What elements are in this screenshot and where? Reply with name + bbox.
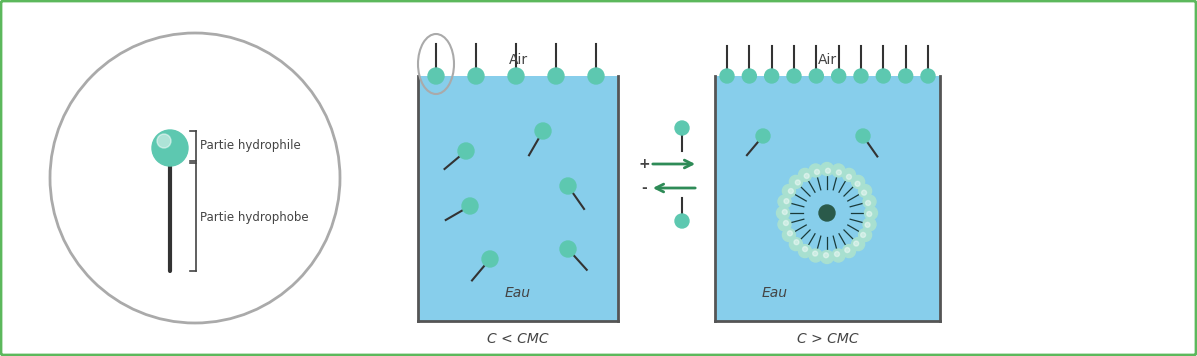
Circle shape bbox=[813, 251, 818, 256]
Circle shape bbox=[588, 68, 604, 84]
Text: Partie hydrophile: Partie hydrophile bbox=[200, 140, 300, 152]
Bar bbox=[418, 76, 618, 321]
Circle shape bbox=[742, 69, 757, 83]
Circle shape bbox=[794, 240, 798, 245]
Circle shape bbox=[865, 222, 870, 227]
Text: -: - bbox=[642, 181, 646, 195]
Circle shape bbox=[843, 168, 856, 182]
Circle shape bbox=[851, 176, 864, 188]
Circle shape bbox=[482, 251, 498, 267]
Circle shape bbox=[675, 121, 689, 135]
Text: C > CMC: C > CMC bbox=[797, 332, 858, 346]
Circle shape bbox=[856, 129, 870, 143]
Circle shape bbox=[548, 68, 564, 84]
Circle shape bbox=[832, 69, 845, 83]
Circle shape bbox=[508, 68, 524, 84]
Circle shape bbox=[834, 252, 839, 257]
Circle shape bbox=[861, 232, 865, 237]
Circle shape bbox=[783, 210, 788, 215]
Circle shape bbox=[152, 130, 188, 166]
Circle shape bbox=[814, 169, 820, 174]
Circle shape bbox=[777, 206, 790, 220]
Circle shape bbox=[853, 241, 858, 246]
Circle shape bbox=[157, 134, 171, 148]
Circle shape bbox=[846, 174, 851, 179]
Circle shape bbox=[784, 199, 789, 204]
Circle shape bbox=[820, 251, 833, 263]
Circle shape bbox=[786, 69, 801, 83]
Circle shape bbox=[462, 198, 478, 214]
Circle shape bbox=[789, 176, 802, 188]
Text: Eau: Eau bbox=[505, 286, 531, 300]
Circle shape bbox=[862, 190, 867, 195]
Circle shape bbox=[809, 69, 824, 83]
Circle shape bbox=[802, 247, 808, 252]
Circle shape bbox=[675, 214, 689, 228]
Circle shape bbox=[865, 200, 870, 205]
Text: Air: Air bbox=[509, 53, 528, 67]
Circle shape bbox=[832, 249, 845, 262]
Circle shape bbox=[560, 178, 576, 194]
Circle shape bbox=[867, 211, 871, 216]
Circle shape bbox=[804, 173, 809, 178]
Circle shape bbox=[468, 68, 484, 84]
Circle shape bbox=[899, 69, 912, 83]
Text: Eau: Eau bbox=[762, 286, 788, 300]
Circle shape bbox=[832, 164, 845, 177]
Circle shape bbox=[784, 220, 789, 225]
Circle shape bbox=[826, 168, 831, 173]
Text: Air: Air bbox=[818, 53, 837, 67]
Circle shape bbox=[853, 69, 868, 83]
Circle shape bbox=[824, 253, 828, 258]
Circle shape bbox=[837, 170, 841, 175]
Circle shape bbox=[920, 69, 935, 83]
Circle shape bbox=[535, 123, 551, 139]
Circle shape bbox=[845, 247, 850, 252]
Circle shape bbox=[809, 164, 822, 177]
Text: Partie hydrophobe: Partie hydrophobe bbox=[200, 210, 309, 224]
Circle shape bbox=[798, 245, 812, 258]
Circle shape bbox=[809, 249, 822, 262]
Circle shape bbox=[858, 184, 871, 198]
Circle shape bbox=[783, 229, 795, 241]
Circle shape bbox=[819, 205, 836, 221]
Circle shape bbox=[843, 245, 856, 258]
Circle shape bbox=[783, 184, 795, 198]
Circle shape bbox=[765, 69, 779, 83]
Circle shape bbox=[876, 69, 891, 83]
Circle shape bbox=[858, 229, 871, 241]
Circle shape bbox=[855, 181, 861, 186]
Circle shape bbox=[789, 189, 794, 194]
Bar bbox=[715, 76, 940, 321]
Circle shape bbox=[458, 143, 474, 159]
Circle shape bbox=[798, 168, 812, 182]
Circle shape bbox=[864, 206, 877, 220]
Circle shape bbox=[788, 231, 792, 236]
Circle shape bbox=[757, 129, 770, 143]
Circle shape bbox=[820, 162, 833, 176]
Circle shape bbox=[863, 195, 876, 208]
Text: +: + bbox=[638, 157, 650, 171]
Circle shape bbox=[789, 237, 802, 251]
Circle shape bbox=[863, 218, 876, 231]
Circle shape bbox=[778, 218, 791, 231]
Circle shape bbox=[721, 69, 734, 83]
Text: C < CMC: C < CMC bbox=[487, 332, 548, 346]
Circle shape bbox=[560, 241, 576, 257]
Circle shape bbox=[795, 180, 801, 185]
Circle shape bbox=[778, 195, 791, 208]
Circle shape bbox=[429, 68, 444, 84]
Circle shape bbox=[851, 237, 864, 251]
